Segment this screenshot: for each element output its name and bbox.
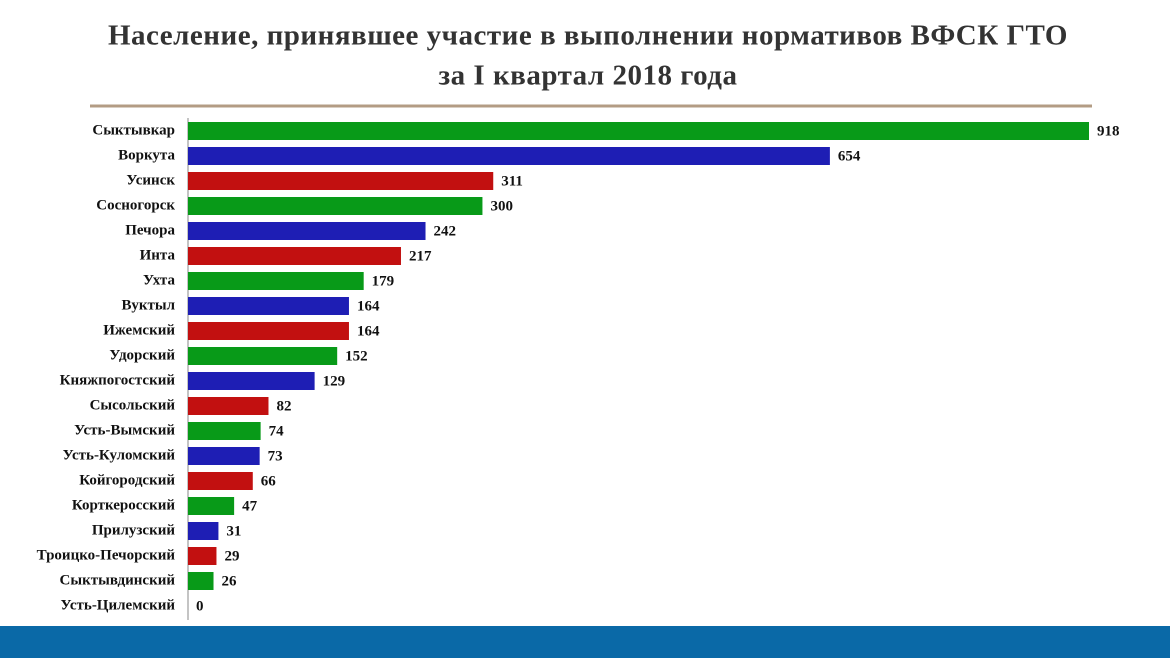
bar	[188, 497, 235, 515]
bar	[188, 397, 269, 415]
bar	[188, 297, 349, 315]
bar	[188, 322, 349, 340]
bar	[188, 522, 219, 540]
category-label: Сосногорск	[96, 197, 175, 213]
category-label: Усинск	[126, 172, 175, 188]
category-label: Усть-Вымский	[74, 422, 175, 438]
value-label: 73	[268, 448, 283, 464]
category-label: Вуктыл	[122, 297, 176, 313]
category-label: Удорский	[109, 347, 175, 363]
value-label: 29	[224, 548, 239, 564]
bar	[188, 222, 426, 240]
bar	[188, 247, 401, 265]
bar	[188, 447, 260, 465]
category-label: Ухта	[143, 272, 175, 288]
category-label: Койгородский	[79, 472, 175, 488]
bar	[188, 472, 253, 490]
category-label: Корткеросский	[72, 497, 176, 513]
category-label: Ижемский	[103, 322, 175, 338]
category-label: Сысольский	[90, 397, 176, 413]
value-label: 152	[345, 348, 368, 364]
value-label: 0	[196, 598, 204, 614]
category-label: Усть-Куломский	[63, 447, 176, 463]
value-label: 179	[372, 273, 395, 289]
value-label: 164	[357, 323, 380, 339]
value-label: 654	[838, 148, 861, 164]
chart-title: за I квартал 2018 года	[439, 60, 738, 92]
value-label: 82	[276, 398, 291, 414]
bar	[188, 572, 214, 590]
category-label: Сыктывкар	[92, 122, 175, 138]
chart-title: Население, принявшее участие в выполнени…	[108, 20, 1068, 52]
value-label: 164	[357, 298, 380, 314]
bar	[188, 272, 364, 290]
category-label: Княжпогостский	[60, 372, 176, 388]
bar	[188, 122, 1089, 140]
category-label: Прилузский	[92, 522, 176, 538]
category-label: Сыктывдинский	[60, 572, 176, 588]
value-label: 26	[222, 573, 238, 589]
value-label: 31	[226, 523, 241, 539]
bar	[188, 372, 315, 390]
value-label: 217	[409, 248, 432, 264]
value-label: 311	[501, 173, 523, 189]
bar	[188, 422, 261, 440]
category-label: Усть-Цилемский	[60, 597, 175, 613]
value-label: 918	[1097, 123, 1120, 139]
bar	[188, 547, 217, 565]
bar	[188, 197, 483, 215]
value-label: 66	[261, 473, 277, 489]
category-label: Воркута	[118, 147, 175, 163]
footer-band	[0, 626, 1170, 658]
category-label: Печора	[125, 222, 175, 238]
bar	[188, 347, 338, 365]
bar	[188, 172, 494, 190]
value-label: 300	[490, 198, 513, 214]
bar	[188, 147, 830, 165]
value-label: 129	[323, 373, 346, 389]
value-label: 47	[242, 498, 258, 514]
value-label: 74	[269, 423, 285, 439]
category-label: Инта	[140, 247, 176, 263]
category-label: Троицко-Печорский	[37, 547, 176, 563]
value-label: 242	[434, 223, 457, 239]
